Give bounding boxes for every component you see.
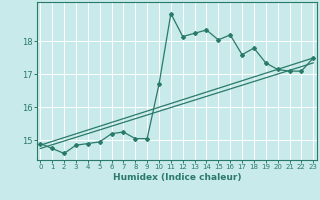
X-axis label: Humidex (Indice chaleur): Humidex (Indice chaleur)	[113, 173, 241, 182]
